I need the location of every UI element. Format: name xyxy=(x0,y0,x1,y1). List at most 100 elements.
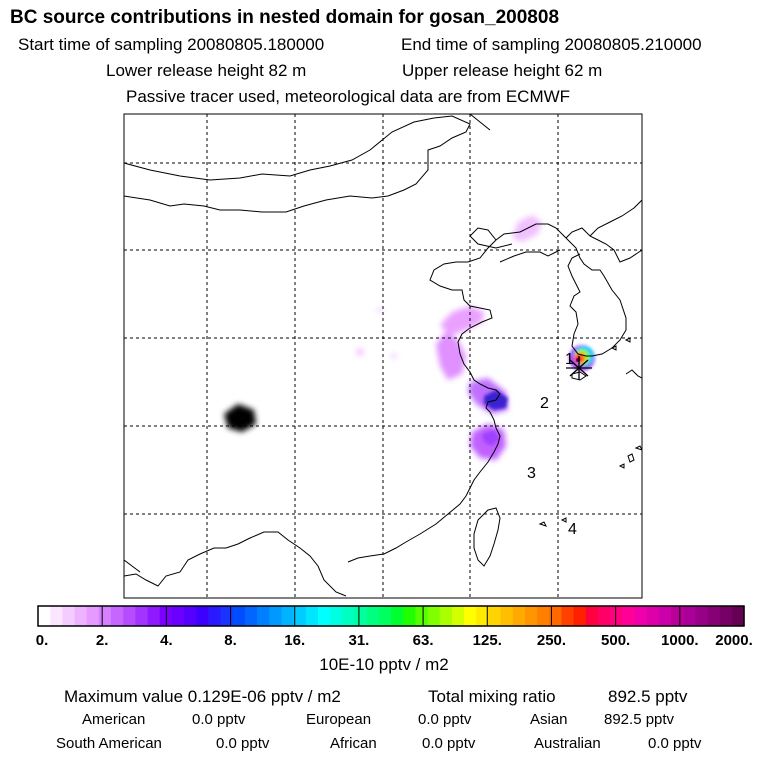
colorbar-swatch xyxy=(683,606,696,626)
colorbar-swatch xyxy=(695,606,709,626)
korea-china-river xyxy=(499,249,561,263)
colorbar-swatch xyxy=(646,606,660,626)
european-label: European xyxy=(306,711,372,728)
colorbar-swatch xyxy=(305,606,319,626)
colorbar-tick-label: 31. xyxy=(348,632,370,649)
coastlines xyxy=(124,114,642,597)
japan-islet-2 xyxy=(618,463,625,469)
plume-shandong xyxy=(440,306,484,336)
colorbar-swatch xyxy=(184,606,197,626)
colorbar-tick-label: 250. xyxy=(536,632,567,649)
colorbar-swatch xyxy=(281,606,295,626)
end-time-label: End time of sampling 20080805.210000 xyxy=(401,35,702,54)
colorbar-swatch xyxy=(366,606,380,626)
page-title: BC source contributions in nested domain… xyxy=(10,7,560,28)
release-point-marker xyxy=(566,356,592,380)
mongolia-border xyxy=(124,115,471,213)
colorbar-tick-label: 2. xyxy=(95,632,109,649)
colorbar-tick-label: 8. xyxy=(224,632,237,649)
colorbar-swatch xyxy=(634,606,648,626)
colorbar-swatch xyxy=(451,606,465,626)
indochina-border xyxy=(124,559,141,573)
colorbar-swatch xyxy=(196,606,210,626)
colorbar-swatch xyxy=(597,606,611,626)
colorbar-tick-label: 63. xyxy=(412,632,434,649)
upper-release-height-label: Upper release height 62 m xyxy=(402,61,603,80)
colorbar-swatch xyxy=(147,606,161,626)
ryukyu-islets xyxy=(538,517,567,527)
australian-label: Australian xyxy=(534,735,601,752)
colorbar-swatch xyxy=(208,606,222,626)
colorbar-swatch xyxy=(62,606,76,626)
colorbar-swatch xyxy=(476,606,489,626)
colorbar-swatch xyxy=(257,606,270,626)
colorbar-swatch xyxy=(135,606,149,626)
colorbar-swatch xyxy=(512,606,526,626)
total-mixing-value: 892.5 pptv xyxy=(608,687,688,706)
colorbar-swatch xyxy=(439,606,453,626)
colorbar-swatch xyxy=(330,606,343,626)
site-label-2: 2 xyxy=(540,395,549,412)
colorbar-swatch xyxy=(488,606,502,626)
colorbar-swatch xyxy=(561,606,575,626)
colorbar-swatch xyxy=(585,606,599,626)
site-label-4: 4 xyxy=(568,521,577,538)
plume-jiangsu-coast xyxy=(436,332,466,380)
plume-inland-west xyxy=(224,404,256,432)
colorbar-swatch xyxy=(354,606,368,626)
korea-north-coast xyxy=(565,227,642,263)
japan-islet-1 xyxy=(627,453,635,463)
colorbar-tick-label: 500. xyxy=(601,632,631,649)
colorbar-swatch xyxy=(86,606,100,626)
colorbar-tick-label: 1000. xyxy=(661,632,699,649)
european-value: 0.0 pptv xyxy=(418,711,472,728)
colorbar-swatch xyxy=(670,606,684,626)
colorbar-swatch xyxy=(391,606,404,626)
colorbar-swatch xyxy=(123,606,136,626)
african-label: African xyxy=(330,735,377,752)
colorbar-swatch xyxy=(537,606,550,626)
max-value-label: Maximum value 0.129E-06 pptv / m2 xyxy=(64,687,341,706)
american-label: American xyxy=(82,711,146,728)
colorbar-swatch xyxy=(658,606,672,626)
colorbar-swatch xyxy=(111,606,124,626)
colorbar-swatch xyxy=(98,606,112,626)
colorbar-tick-label: 4. xyxy=(160,632,173,649)
taiwan xyxy=(473,507,501,567)
plume-spot-c xyxy=(391,353,397,359)
site-label-3: 3 xyxy=(527,465,536,482)
colorbar-swatch xyxy=(317,606,331,626)
asian-value: 892.5 pptv xyxy=(604,711,675,728)
korea-north-border xyxy=(589,199,642,237)
plume-spot-b xyxy=(377,307,383,313)
colorbar-swatch xyxy=(378,606,392,626)
china-korea-border xyxy=(469,114,491,131)
colorbar-swatch xyxy=(415,606,429,626)
colorbar-swatch xyxy=(427,606,441,626)
tracer-note: Passive tracer used, meteorological data… xyxy=(126,87,571,106)
map-frame xyxy=(123,113,643,599)
total-mixing-label: Total mixing ratio xyxy=(428,687,556,706)
colorbar-swatch xyxy=(573,606,587,626)
korea-peninsula xyxy=(565,237,627,357)
marker-line-d2 xyxy=(569,359,589,377)
colorbar-swatch xyxy=(342,606,356,626)
colorbar-swatch xyxy=(244,606,258,626)
china-east-coast xyxy=(347,223,567,563)
colorbar xyxy=(38,606,745,626)
colorbar-swatch xyxy=(293,606,307,626)
site-label-1: 1 xyxy=(565,351,574,368)
colorbar-swatch xyxy=(707,606,721,626)
lat-lon-grid xyxy=(124,114,642,598)
colorbar-swatch xyxy=(38,606,51,626)
colorbar-swatch xyxy=(719,606,733,626)
colorbar-swatch xyxy=(622,606,636,626)
african-value: 0.0 pptv xyxy=(422,735,476,752)
colorbar-swatch xyxy=(220,606,234,626)
colorbar-swatch xyxy=(269,606,283,626)
plume-spot-a xyxy=(356,348,364,356)
colorbar-swatch xyxy=(500,606,514,626)
plume-zhejiang-core xyxy=(482,430,500,446)
colorbar-tick-label: 0. xyxy=(35,632,49,649)
colorbar-swatch xyxy=(464,606,477,626)
